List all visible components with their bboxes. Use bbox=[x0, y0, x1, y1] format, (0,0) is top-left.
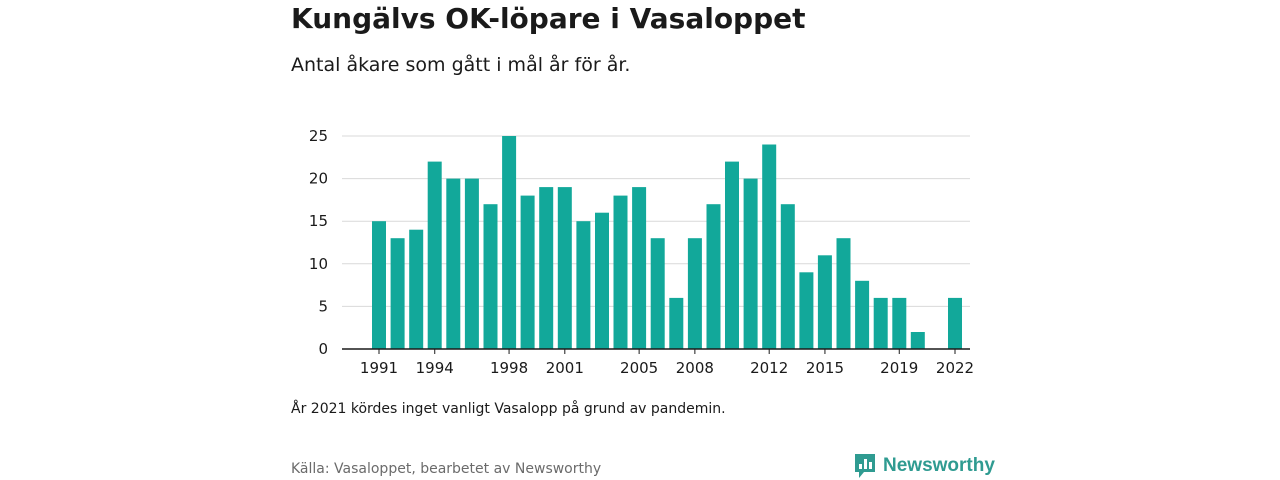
x-tick-label: 2015 bbox=[806, 359, 844, 377]
bar-1992 bbox=[390, 238, 405, 349]
bar-2000 bbox=[539, 187, 554, 349]
bar-2008 bbox=[687, 238, 702, 349]
y-tick-label: 5 bbox=[318, 297, 328, 315]
bar-2016 bbox=[836, 238, 851, 349]
bar-2017 bbox=[855, 280, 870, 349]
y-tick-label: 0 bbox=[318, 340, 328, 358]
bar-2002 bbox=[576, 221, 591, 349]
bar-1999 bbox=[520, 195, 535, 349]
bar-1997 bbox=[483, 204, 498, 349]
bar-2011 bbox=[743, 178, 758, 349]
bar-1994 bbox=[427, 161, 442, 349]
bar-1998 bbox=[502, 136, 517, 349]
bar-2022 bbox=[948, 297, 962, 349]
bar-1993 bbox=[409, 229, 424, 349]
bar-2018 bbox=[873, 297, 888, 349]
y-tick-label: 25 bbox=[309, 127, 328, 145]
chart-title: Kungälvs OK-löpare i Vasaloppet bbox=[291, 2, 806, 35]
source-text: Källa: Vasaloppet, bearbetet av Newswort… bbox=[291, 461, 602, 477]
chart-note: År 2021 kördes inget vanligt Vasalopp på… bbox=[291, 401, 726, 417]
newsworthy-logo: Newsworthy bbox=[853, 453, 995, 479]
bar-2006 bbox=[650, 238, 665, 349]
bar-chart-bubble-icon bbox=[855, 454, 875, 478]
x-tick-label: 2019 bbox=[880, 359, 918, 377]
y-tick-label: 10 bbox=[309, 255, 328, 273]
bar-2007 bbox=[669, 297, 684, 349]
bar-2019 bbox=[892, 297, 907, 349]
bar-1991 bbox=[372, 221, 386, 349]
bar-2004 bbox=[613, 195, 628, 349]
bar-2012 bbox=[762, 144, 777, 349]
x-tick-label: 2022 bbox=[936, 359, 974, 377]
bar-2003 bbox=[595, 212, 609, 349]
bar-2010 bbox=[725, 161, 739, 349]
x-tick-label: 2001 bbox=[546, 359, 584, 377]
bar-2009 bbox=[706, 204, 721, 349]
x-tick-label: 1991 bbox=[360, 359, 398, 377]
brand-name: Newsworthy bbox=[883, 455, 995, 476]
chart-subtitle: Antal åkare som gått i mål år för år. bbox=[291, 54, 631, 76]
x-tick-label: 1998 bbox=[490, 359, 528, 377]
x-tick-label: 2005 bbox=[620, 359, 658, 377]
x-tick-label: 2008 bbox=[676, 359, 714, 377]
bar-2001 bbox=[557, 187, 572, 349]
bar-2014 bbox=[799, 272, 814, 349]
x-tick-label: 1994 bbox=[416, 359, 454, 377]
bar-1995 bbox=[446, 178, 461, 349]
bar-2015 bbox=[817, 255, 832, 349]
bar-1996 bbox=[464, 178, 479, 349]
bar-2020 bbox=[910, 332, 925, 349]
bar-2013 bbox=[780, 204, 795, 349]
y-tick-label: 20 bbox=[309, 170, 328, 188]
y-tick-label: 15 bbox=[309, 212, 328, 230]
bar-2005 bbox=[632, 187, 647, 349]
x-tick-label: 2012 bbox=[750, 359, 788, 377]
